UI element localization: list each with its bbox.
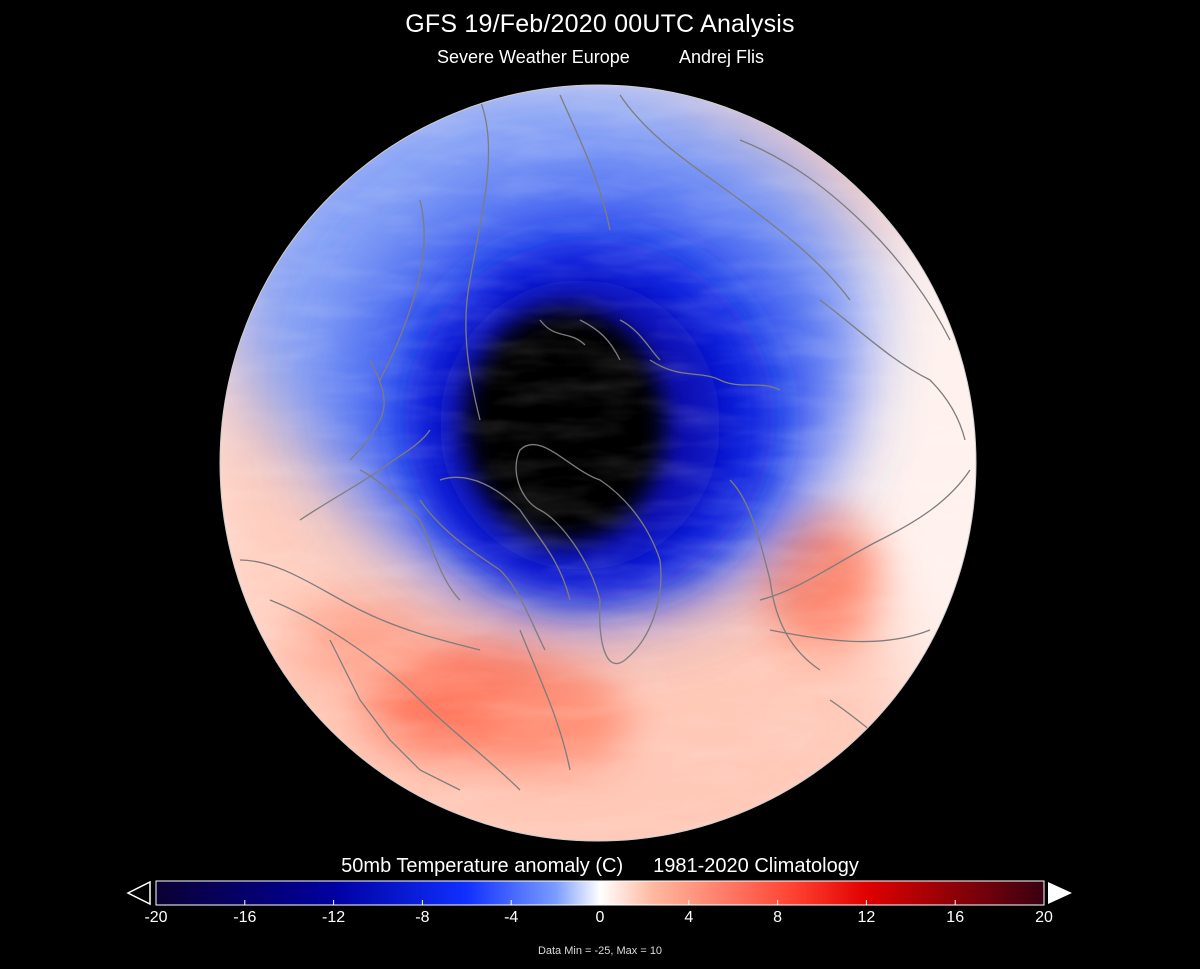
credit-author: Andrej Flis bbox=[679, 47, 765, 67]
coastlines bbox=[239, 94, 971, 791]
credit-organization: Severe Weather Europe bbox=[437, 47, 630, 67]
colorbar-tick-label: 0 bbox=[595, 909, 605, 926]
colorbar-variable-label: 50mb Temperature anomaly (C) bbox=[341, 855, 624, 877]
map-boundary bbox=[219, 84, 977, 842]
colorbar-climatology-label: 1981-2020 Climatology bbox=[653, 855, 859, 877]
colorbar-title: 50mb Temperature anomaly (C) 1981-2020 Cl… bbox=[0, 855, 1200, 878]
colorbar-tick-label: 12 bbox=[857, 909, 876, 926]
colorbar-tick-label: -16 bbox=[233, 909, 257, 926]
colorbar-tick-label: -12 bbox=[322, 909, 346, 926]
colorbar-high-extension-arrow bbox=[1048, 882, 1072, 904]
data-range-note: Data Min = -25, Max = 10 bbox=[537, 945, 663, 957]
colorbar-tick-label: -4 bbox=[504, 909, 519, 926]
colorbar-tick-label: -20 bbox=[144, 909, 168, 926]
chart-title: GFS 19/Feb/2020 00UTC Analysis bbox=[405, 10, 795, 38]
colorbar-low-extension-arrow bbox=[126, 880, 151, 906]
colorbar-tick-label: 16 bbox=[946, 909, 965, 926]
anomaly-field bbox=[220, 85, 976, 841]
colorbar-tick-label: 20 bbox=[1035, 909, 1053, 926]
colorbar-tick-label: 4 bbox=[684, 909, 694, 926]
colorbar-tick-label: 8 bbox=[773, 909, 783, 926]
colorbar-tick-label: -8 bbox=[415, 909, 430, 926]
colorbar bbox=[126, 880, 1072, 906]
